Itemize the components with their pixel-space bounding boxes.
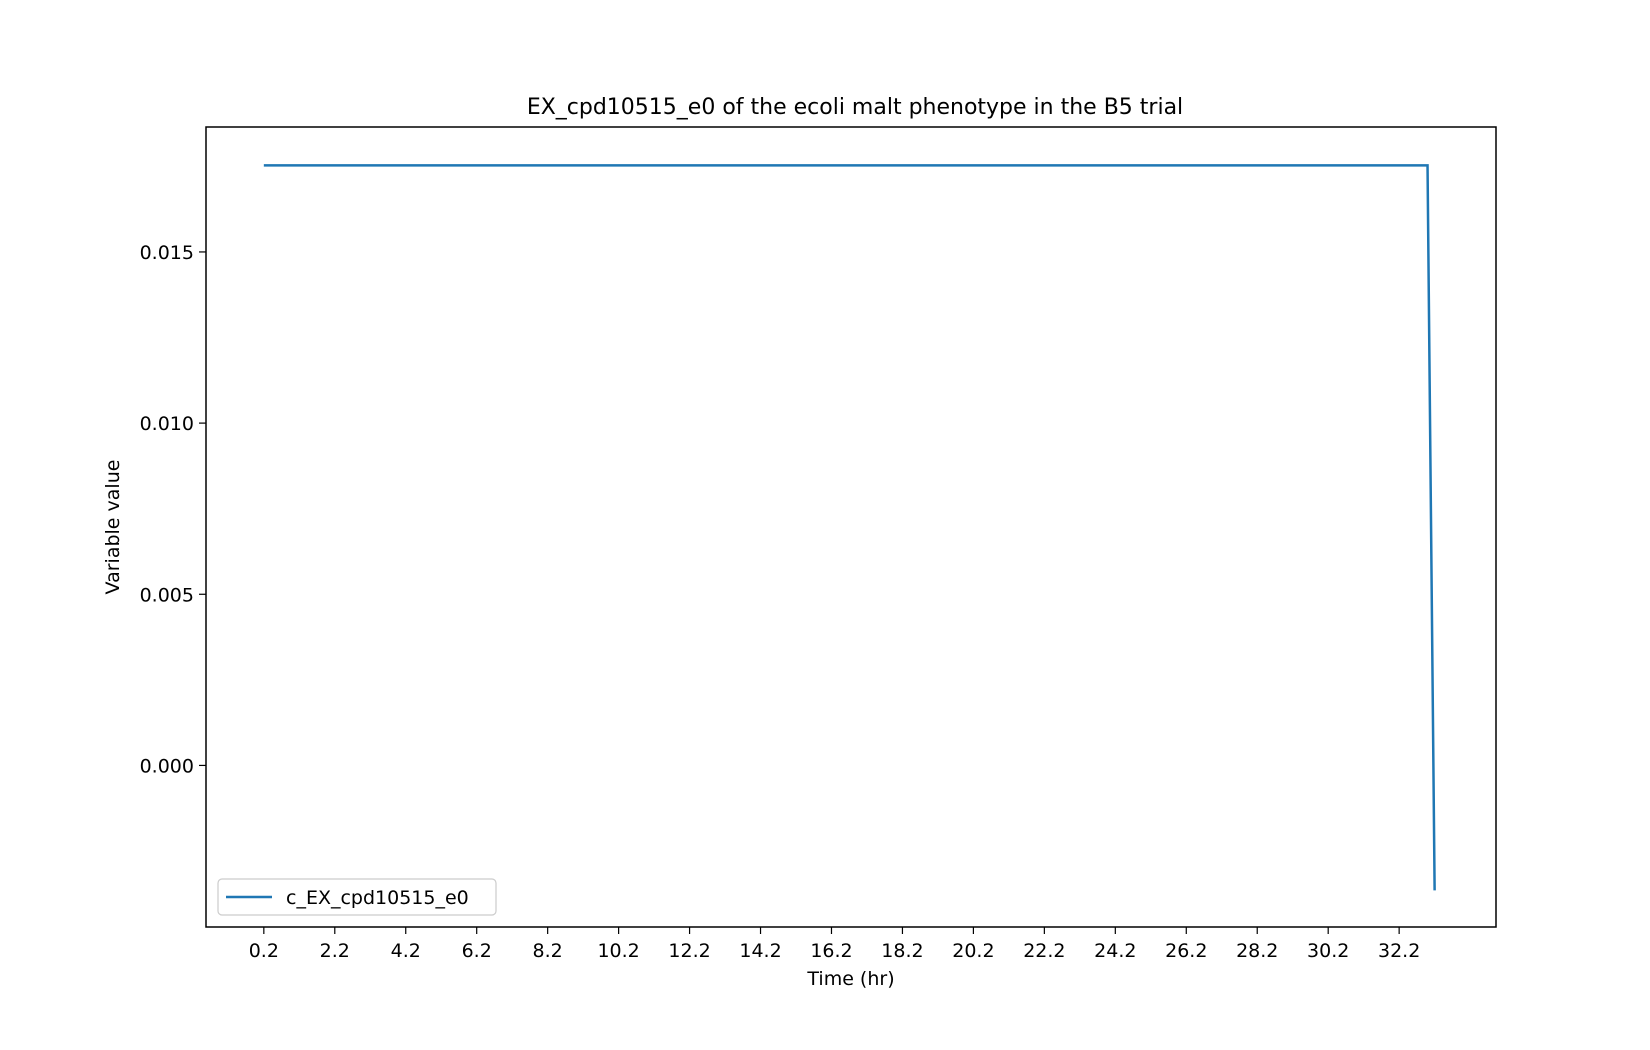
y-tick-label: 0.000 [140,755,194,777]
plot-area [206,127,1496,927]
y-tick-label: 0.005 [140,584,194,606]
x-tick-label: 4.2 [391,940,421,962]
x-tick-label: 14.2 [739,940,781,962]
x-tick-label: 0.2 [249,940,279,962]
series-layer [263,164,1436,891]
x-tick-label: 22.2 [1023,940,1065,962]
x-tick-label: 10.2 [597,940,639,962]
legend-label: c_EX_cpd10515_e0 [286,887,469,909]
x-tick-label: 12.2 [668,940,710,962]
x-tick-label: 8.2 [533,940,563,962]
chart-title: EX_cpd10515_e0 of the ecoli malt phenoty… [527,95,1183,120]
plot-frame [205,126,1497,928]
x-tick-label: 28.2 [1236,940,1278,962]
y-axis-label: Variable value [102,460,124,595]
x-tick-label: 30.2 [1307,940,1349,962]
legend-box [217,878,497,916]
x-axis-label: Time (hr) [806,968,894,990]
y-tick-label: 0.010 [140,413,194,435]
x-tick-label: 16.2 [810,940,852,962]
legend: c_EX_cpd10515_e0 [217,878,497,916]
series-line [263,164,1436,891]
x-tick-label: 24.2 [1094,940,1136,962]
y-axis: 0.000 0.005 0.010 0.015 [140,242,206,777]
x-tick-label: 26.2 [1165,940,1207,962]
x-tick-label: 18.2 [881,940,923,962]
x-tick-label: 6.2 [462,940,492,962]
x-tick-label: 2.2 [320,940,350,962]
x-tick-label: 32.2 [1378,940,1420,962]
x-axis: 0.2 2.2 4.2 6.2 8.2 10.2 12.2 14.2 16.2 18.2 20.2 2… [249,927,1420,962]
y-tick-label: 0.015 [140,242,194,264]
x-tick-label: 20.2 [952,940,994,962]
